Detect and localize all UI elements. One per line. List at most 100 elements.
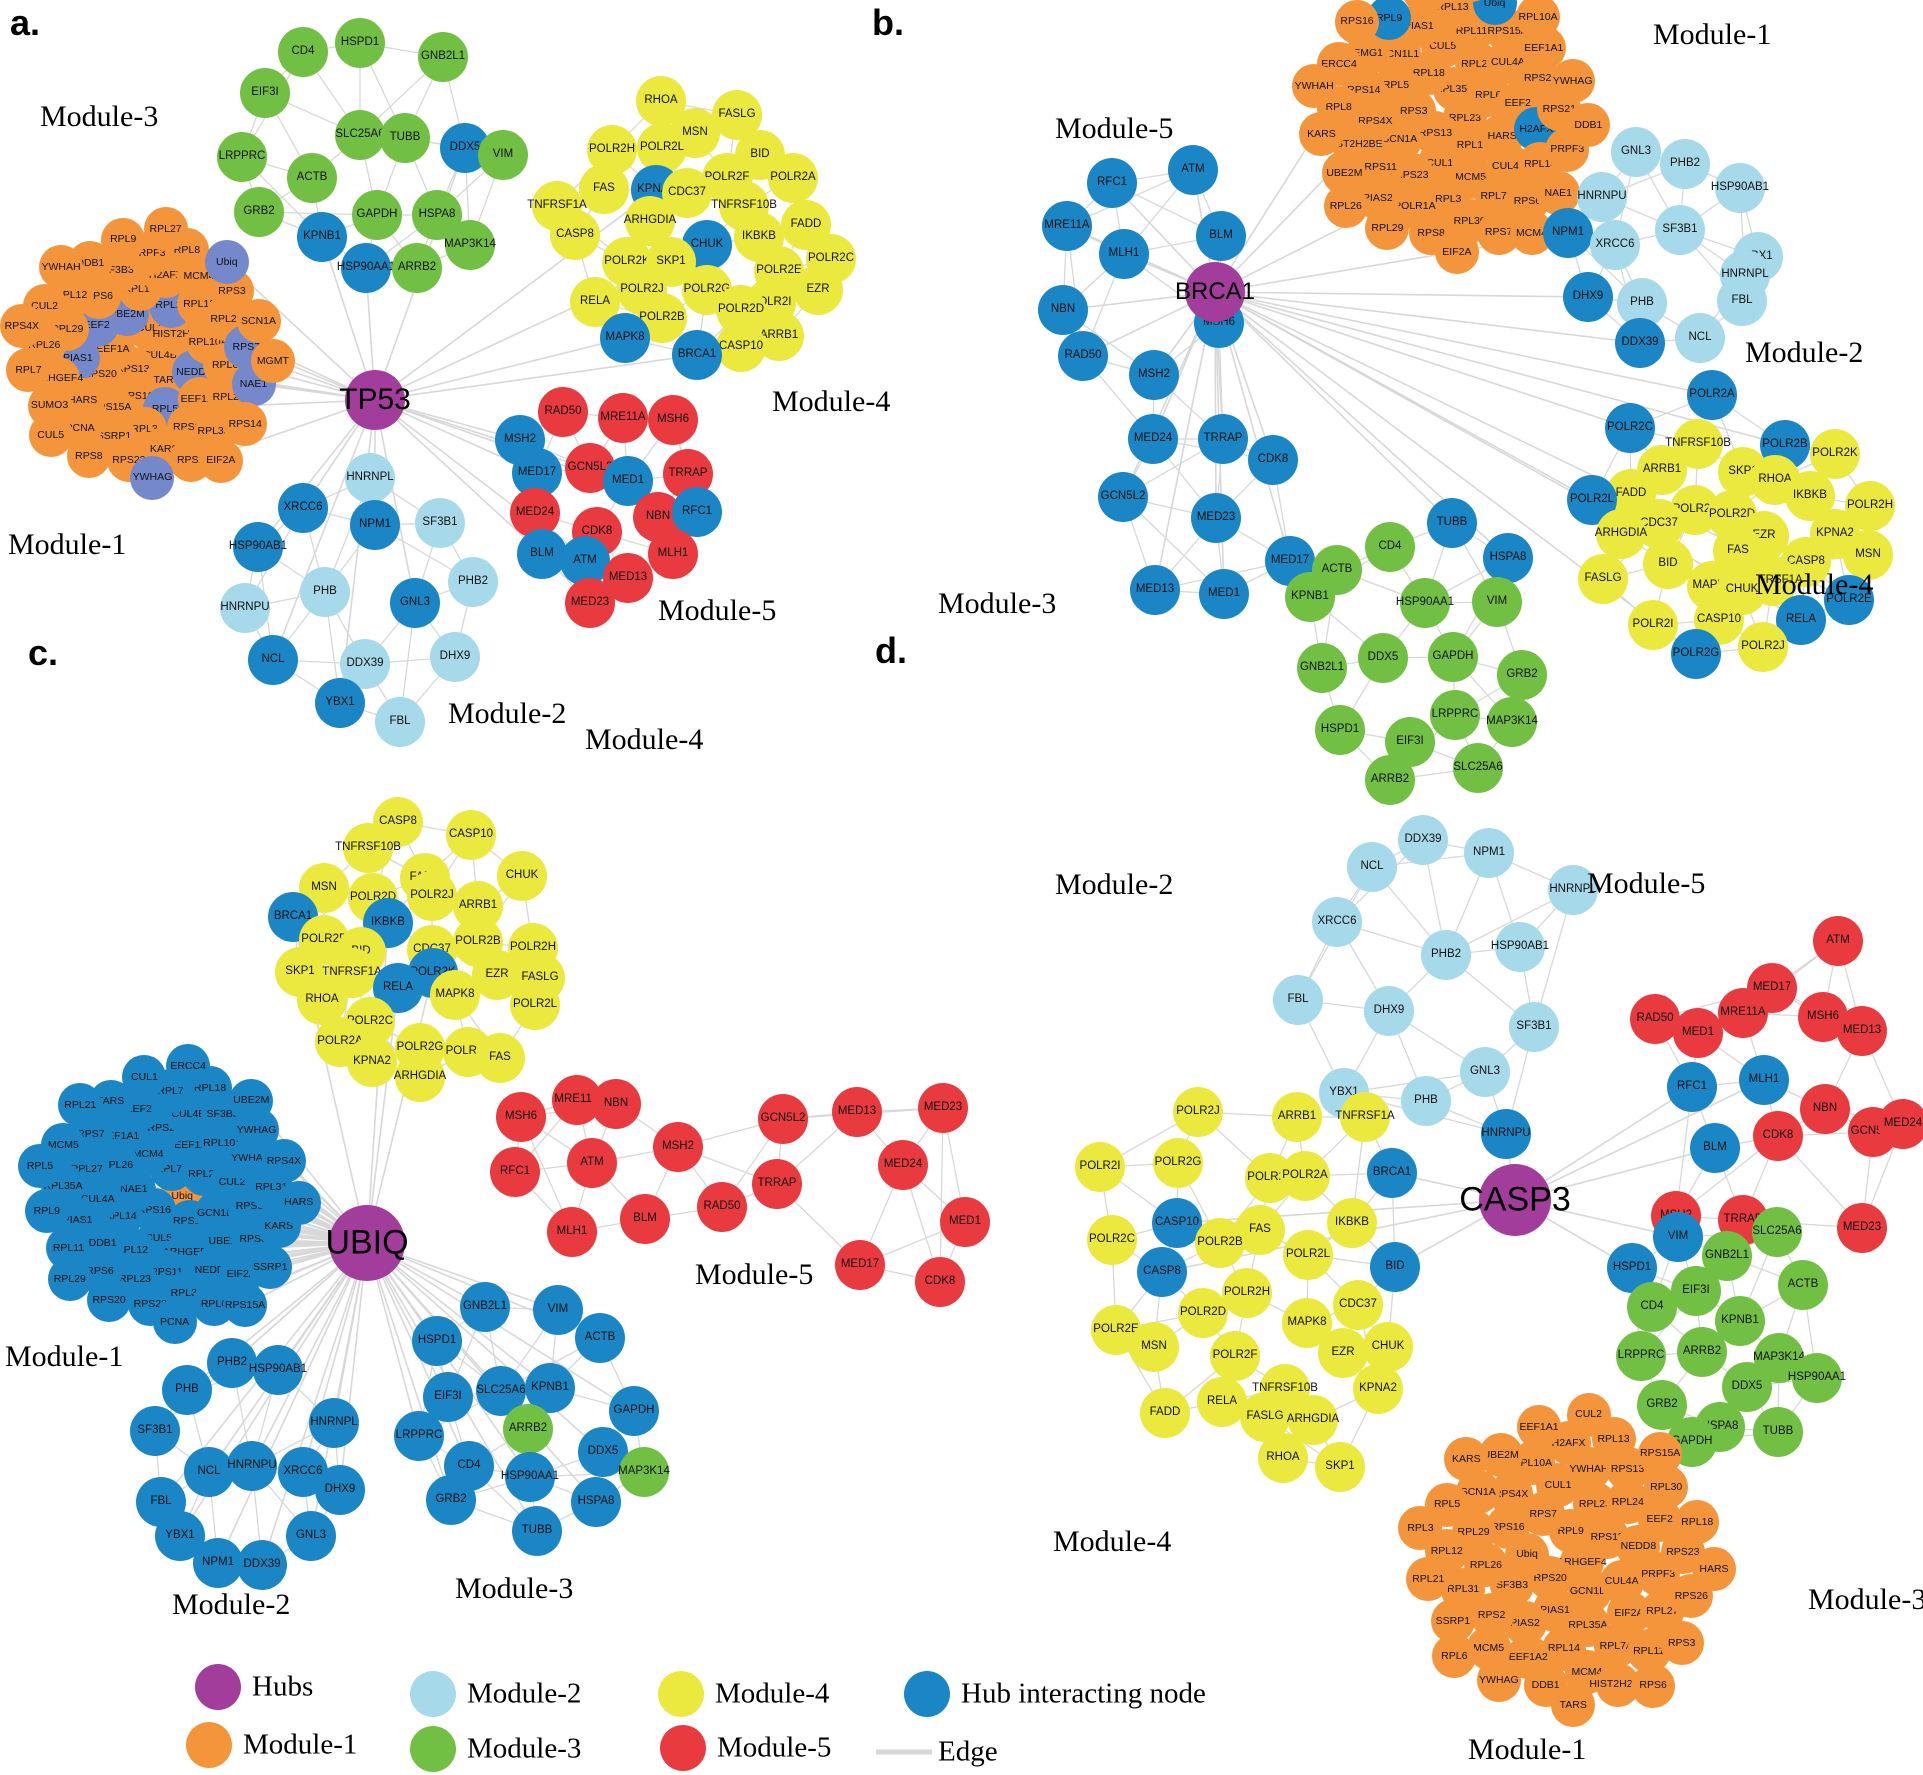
node-CASP10[interactable]: CASP10: [446, 810, 496, 860]
node-Ubiq[interactable]: Ubiq: [204, 240, 249, 285]
node-POLR2A[interactable]: POLR2A: [1280, 1151, 1330, 1201]
node-CASP10[interactable]: CASP10: [716, 322, 766, 372]
node-CDC37[interactable]: CDC37: [1333, 1280, 1383, 1330]
node-PHB[interactable]: PHB: [162, 1365, 212, 1415]
node-TNFRSF1A[interactable]: TNFRSF1A: [1335, 1092, 1395, 1142]
node-HARS[interactable]: HARS: [276, 1180, 321, 1225]
node-DHX9[interactable]: DHX9: [1563, 272, 1613, 322]
node-GCN5L2[interactable]: GCN5L2: [758, 1094, 808, 1144]
node-MSH2[interactable]: MSH2: [653, 1122, 703, 1172]
node-MRE11A[interactable]: MRE11A: [1042, 201, 1092, 251]
node-RAD50[interactable]: RAD50: [1058, 331, 1108, 381]
node-DHX9[interactable]: DHX9: [430, 632, 480, 682]
node-RFC1[interactable]: RFC1: [672, 487, 722, 537]
node-SF3B1[interactable]: SF3B1: [1655, 205, 1705, 255]
node-RPL7[interactable]: RPL7: [6, 347, 51, 392]
node-DDB1[interactable]: DDB1: [1566, 102, 1611, 147]
node-XRCC6[interactable]: XRCC6: [1590, 220, 1640, 270]
node-KPNB1[interactable]: KPNB1: [1715, 1296, 1765, 1346]
node-BLM[interactable]: BLM: [1690, 1123, 1740, 1173]
node-RPS3[interactable]: RPS3: [1659, 1620, 1704, 1665]
node-EIF3I[interactable]: EIF3I: [1671, 1266, 1721, 1316]
node-TNFRSF1A[interactable]: TNFRSF1A: [322, 948, 382, 998]
node-SLC25A6[interactable]: SLC25A6: [1752, 1207, 1802, 1257]
hub-CASP3[interactable]: [1479, 1164, 1551, 1236]
node-YWHAG[interactable]: YWHAG: [1550, 58, 1595, 103]
node-KPNB1[interactable]: KPNB1: [297, 212, 347, 262]
node-PHB2[interactable]: PHB2: [207, 1338, 257, 1388]
node-BRCA1[interactable]: BRCA1: [672, 330, 722, 380]
node-XRCC6[interactable]: XRCC6: [1312, 897, 1362, 947]
node-MED24[interactable]: MED24: [1878, 1099, 1923, 1149]
node-ERCC4[interactable]: ERCC4: [166, 1044, 211, 1089]
node-MED24[interactable]: MED24: [1128, 414, 1178, 464]
node-EIF2A[interactable]: EIF2A: [1434, 229, 1479, 274]
node-GNL3[interactable]: GNL3: [1611, 127, 1661, 177]
hub-TP53[interactable]: [345, 370, 405, 430]
node-GRB2[interactable]: GRB2: [426, 1475, 476, 1525]
node-MSN[interactable]: MSN: [1129, 1322, 1179, 1372]
node-MED23[interactable]: MED23: [918, 1083, 968, 1133]
node-SUMO3[interactable]: SUMO3: [1402, 0, 1447, 14]
node-RPL6[interactable]: RPL6: [1432, 1633, 1477, 1678]
node-CD4[interactable]: CD4: [1365, 522, 1415, 572]
node-ATM[interactable]: ATM: [560, 536, 610, 586]
node-SLC25A6[interactable]: SLC25A6: [335, 110, 385, 160]
node-PHB[interactable]: PHB: [1401, 1076, 1451, 1126]
node-LRPPRC[interactable]: LRPPRC: [1616, 1331, 1666, 1381]
node-ACTB[interactable]: ACTB: [287, 153, 337, 203]
node-FAS[interactable]: FAS: [579, 164, 629, 214]
node-CASP8[interactable]: CASP8: [1137, 1247, 1187, 1297]
node-POLR2E[interactable]: POLR2E: [1824, 575, 1874, 625]
node-MLH1[interactable]: MLH1: [648, 529, 698, 579]
node-RPL10A[interactable]: RPL10A: [1516, 0, 1561, 39]
node-HSP90AB1[interactable]: HSP90AB1: [1491, 922, 1549, 972]
node-MAPK8[interactable]: MAPK8: [1282, 1298, 1332, 1348]
node-TRRAP[interactable]: TRRAP: [752, 1159, 802, 1209]
hub-BRCA1[interactable]: [1185, 262, 1245, 322]
node-MED24[interactable]: MED24: [878, 1140, 928, 1190]
node-ATM[interactable]: ATM: [567, 1138, 617, 1188]
node-HNRNPL[interactable]: HNRNPL: [345, 453, 395, 503]
node-RPL27[interactable]: RPL27: [143, 206, 188, 251]
node-POLR2I[interactable]: POLR2I: [1075, 1142, 1125, 1192]
node-YWHAG[interactable]: YWHAG: [130, 455, 175, 500]
node-PCNA[interactable]: PCNA: [152, 1300, 197, 1345]
node-HNRNPU[interactable]: HNRNPU: [1481, 1109, 1531, 1159]
node-MED13[interactable]: MED13: [832, 1087, 882, 1137]
node-HSP90AA1[interactable]: HSP90AA1: [337, 243, 395, 293]
node-RPL26[interactable]: RPL26: [1323, 183, 1368, 228]
node-MRE11A[interactable]: MRE11A: [1718, 988, 1768, 1038]
node-HSPD1[interactable]: HSPD1: [1315, 705, 1365, 755]
node-ARRB2[interactable]: ARRB2: [392, 243, 442, 293]
node-RAD50[interactable]: RAD50: [1630, 994, 1680, 1044]
node-CUL2[interactable]: CUL2: [1566, 1392, 1611, 1437]
node-GNB2L1[interactable]: GNB2L1: [1297, 643, 1347, 693]
node-BLM[interactable]: BLM: [620, 1194, 670, 1244]
node-RHOA[interactable]: RHOA: [1258, 1433, 1308, 1483]
node-CD4[interactable]: CD4: [1627, 1282, 1677, 1332]
node-ARRB2[interactable]: ARRB2: [1365, 755, 1415, 805]
node-VIM[interactable]: VIM: [478, 130, 528, 180]
node-GNL3[interactable]: GNL3: [286, 1511, 336, 1561]
node-POLR2I[interactable]: POLR2I: [1628, 600, 1678, 650]
node-RPL21[interactable]: RPL21: [1406, 1557, 1451, 1602]
node-VIM[interactable]: VIM: [1653, 1212, 1703, 1262]
node-SKP1[interactable]: SKP1: [1315, 1442, 1365, 1492]
node-ACTB[interactable]: ACTB: [575, 1313, 625, 1363]
node-NCL[interactable]: NCL: [1347, 842, 1397, 892]
node-MLH1[interactable]: MLH1: [1739, 1055, 1789, 1105]
node-MAPK8[interactable]: MAPK8: [600, 313, 650, 363]
node-GNL3[interactable]: GNL3: [1460, 1047, 1510, 1097]
node-MAPK8[interactable]: MAPK8: [430, 970, 480, 1020]
node-CASP8[interactable]: CASP8: [550, 210, 600, 260]
node-MLH1[interactable]: MLH1: [547, 1207, 597, 1257]
node-BLM[interactable]: BLM: [517, 529, 567, 579]
node-KPNB1[interactable]: KPNB1: [1285, 572, 1335, 622]
node-BID[interactable]: BID: [1643, 539, 1693, 589]
node-MED23[interactable]: MED23: [565, 578, 615, 628]
node-HSP90AA1[interactable]: HSP90AA1: [1396, 578, 1454, 628]
node-RPL18[interactable]: RPL18: [1675, 1500, 1720, 1545]
node-MSH6[interactable]: MSH6: [496, 1092, 546, 1142]
node-MED1[interactable]: MED1: [1673, 1008, 1723, 1058]
